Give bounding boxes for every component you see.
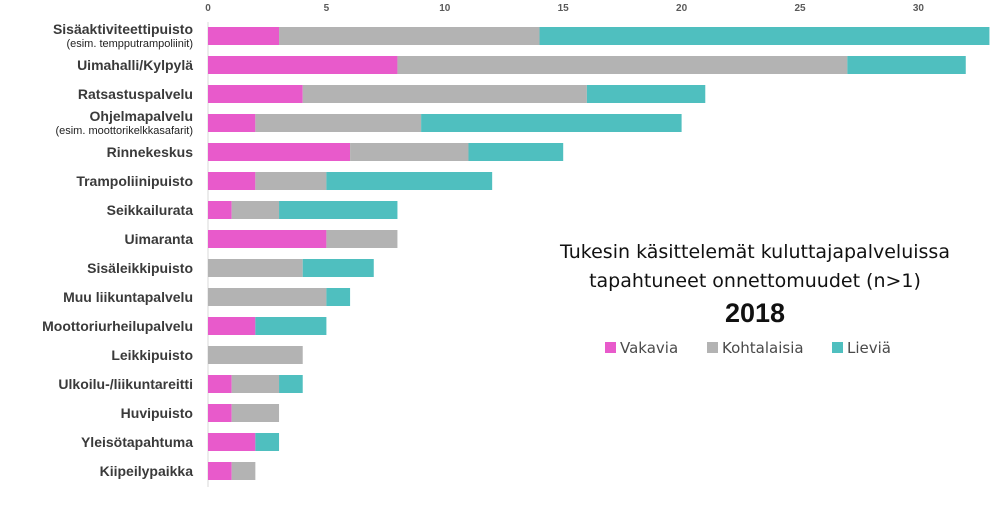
bar-kohtalaisia-ulkoilu-liikuntareitti	[231, 375, 280, 393]
bar-vakavia-yleisotapahtuma	[208, 433, 256, 451]
bar-kohtalaisia-rinnekeskus	[350, 143, 469, 161]
bar-kohtalaisia-sisaaktiviteettipuisto	[279, 27, 540, 45]
x-tick-label: 0	[205, 3, 211, 14]
bar-kohtalaisia-huvipuisto	[231, 404, 280, 422]
bar-kohtalaisia-sisaleikkipuisto	[208, 259, 303, 277]
bar-kohtalaisia-uimaranta	[326, 230, 398, 248]
bar-vakavia-seikkailurata	[208, 201, 232, 219]
bar-lievia-ratsastuspalvelu	[586, 85, 706, 103]
bar-lievia-sisaaktiviteettipuisto	[539, 27, 990, 45]
category-label: Ratsastuspalvelu	[78, 86, 193, 102]
category-label: Sisäleikkipuisto	[87, 260, 193, 276]
category-label: Ulkoilu-/liikuntareitti	[58, 376, 193, 392]
category-label: Yleisötapahtuma	[81, 434, 193, 450]
bar-vakavia-ohjelmapalvelu	[208, 114, 256, 132]
legend-swatch-vakavia	[605, 342, 616, 353]
bar-kohtalaisia-uimahalli-kylpyla	[397, 56, 848, 74]
category-label: Seikkailurata	[107, 202, 194, 218]
bar-segments	[208, 27, 990, 480]
bar-lievia-moottoriurheilupalvelu	[255, 317, 327, 335]
bar-kohtalaisia-seikkailurata	[231, 201, 280, 219]
category-label: Trampoliinipuisto	[76, 173, 193, 189]
category-label: Kiipeilypaikka	[100, 463, 194, 479]
bar-lievia-ulkoilu-liikuntareitti	[279, 375, 303, 393]
legend-label-lievia: Lieviä	[847, 339, 891, 357]
bar-vakavia-ratsastuspalvelu	[208, 85, 303, 103]
bar-lievia-sisaleikkipuisto	[302, 259, 374, 277]
x-tick-label: 20	[676, 3, 688, 14]
category-label: Huvipuisto	[121, 405, 193, 421]
bar-kohtalaisia-ohjelmapalvelu	[255, 114, 422, 132]
category-label: Rinnekeskus	[107, 144, 194, 160]
bar-lievia-uimahalli-kylpyla	[847, 56, 966, 74]
x-tick-label: 30	[913, 3, 925, 14]
category-label: Muu liikuntapalvelu	[63, 289, 193, 305]
bar-lievia-seikkailurata	[279, 201, 398, 219]
legend: Vakavia Kohtalaisia Lieviä	[605, 339, 891, 357]
bar-vakavia-kiipeilypaikka	[208, 462, 232, 480]
bar-vakavia-uimahalli-kylpyla	[208, 56, 398, 74]
bar-kohtalaisia-leikkipuisto	[208, 346, 303, 364]
bar-vakavia-moottoriurheilupalvelu	[208, 317, 256, 335]
bar-kohtalaisia-trampoliinipuisto	[255, 172, 327, 190]
bar-kohtalaisia-muu-liikuntapalvelu	[208, 288, 327, 306]
category-labels: Sisäaktiviteettipuisto(esim. tempputramp…	[42, 21, 193, 479]
bar-lievia-rinnekeskus	[468, 143, 564, 161]
bar-vakavia-ulkoilu-liikuntareitti	[208, 375, 232, 393]
bar-vakavia-uimaranta	[208, 230, 327, 248]
bar-kohtalaisia-kiipeilypaikka	[231, 462, 256, 480]
legend-label-vakavia: Vakavia	[620, 339, 678, 357]
category-sublabel: (esim. moottorikelkkasafarit)	[55, 125, 193, 137]
bar-vakavia-trampoliinipuisto	[208, 172, 256, 190]
chart-title-line-1: Tukesin käsittelemät kuluttajapalveluiss…	[559, 241, 950, 263]
x-tick-label: 15	[558, 3, 570, 14]
category-label: Moottoriurheilupalvelu	[42, 318, 193, 334]
bar-kohtalaisia-ratsastuspalvelu	[302, 85, 587, 103]
category-sublabel: (esim. tempputrampoliinit)	[66, 38, 193, 50]
x-tick-label: 5	[324, 3, 330, 14]
legend-label-kohtalaisia: Kohtalaisia	[722, 339, 804, 357]
x-tick-label: 10	[439, 3, 451, 14]
category-label: Leikkipuisto	[111, 347, 193, 363]
bar-vakavia-sisaaktiviteettipuisto	[208, 27, 280, 45]
bar-vakavia-rinnekeskus	[208, 143, 351, 161]
legend-swatch-lievia	[832, 342, 843, 353]
category-label: Sisäaktiviteettipuisto	[53, 21, 193, 37]
bar-lievia-muu-liikuntapalvelu	[326, 288, 351, 306]
bar-lievia-yleisotapahtuma	[255, 433, 280, 451]
bar-lievia-trampoliinipuisto	[326, 172, 493, 190]
x-axis-ticks: 0 5 10 15 20 25 30	[205, 3, 924, 14]
category-label: Uimaranta	[125, 231, 194, 247]
chart-title-line-2: tapahtuneet onnettomuudet (n>1)	[589, 270, 921, 292]
category-label: Uimahalli/Kylpylä	[77, 57, 193, 73]
bar-lievia-ohjelmapalvelu	[421, 114, 682, 132]
bar-vakavia-huvipuisto	[208, 404, 232, 422]
legend-swatch-kohtalaisia	[707, 342, 718, 353]
x-tick-label: 25	[794, 3, 806, 14]
chart-year: 2018	[725, 298, 785, 328]
category-label: Ohjelmapalvelu	[90, 108, 193, 124]
